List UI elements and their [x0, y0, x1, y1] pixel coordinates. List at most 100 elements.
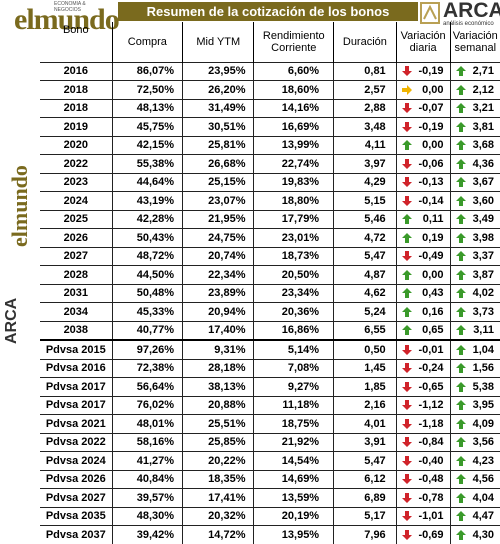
variacion-semanal-cell: 4,56: [449, 469, 500, 489]
compra-cell: 50,43%: [111, 228, 183, 247]
down-arrow-icon: [401, 381, 412, 392]
bono-cell: Pdvsa 2016: [40, 358, 113, 378]
variacion-diaria-cell: -0,65: [395, 377, 451, 396]
up-arrow-icon: [455, 455, 466, 466]
variacion-diaria-cell: -1,01: [395, 506, 451, 526]
table-header-row: Bono Compra Mid YTM Rendimiento Corrient…: [40, 22, 500, 62]
variacion-diaria-value: -0,06: [418, 157, 444, 170]
compra-cell: 48,13%: [111, 98, 183, 118]
ytm-cell: 20,94%: [182, 302, 254, 321]
ytm-cell: 17,40%: [182, 320, 254, 340]
bono-cell: Pdvsa 2035: [40, 506, 113, 526]
rendimiento-cell: 20,19%: [253, 506, 334, 526]
down-arrow-icon: [401, 363, 412, 374]
variacion-diaria-value: -0,69: [418, 528, 444, 541]
up-arrow-icon: [455, 437, 466, 448]
down-arrow-icon: [401, 121, 412, 132]
bono-cell: Pdvsa 2017: [40, 395, 113, 415]
up-arrow-icon: [401, 214, 412, 225]
variacion-diaria-cell: -0,24: [395, 358, 451, 378]
variacion-diaria-value: -1,12: [418, 399, 444, 412]
variacion-semanal-value: 3,98: [472, 231, 494, 244]
elmundo-logo-text: elmundo: [14, 3, 120, 36]
bono-cell: Pdvsa 2037: [40, 525, 113, 544]
variacion-diaria-value: -0,48: [418, 473, 444, 486]
rendimiento-cell: 6,60%: [253, 61, 334, 81]
bono-cell: 2018: [40, 80, 113, 99]
duracion-cell: 0,81: [333, 61, 397, 81]
compra-cell: 42,15%: [111, 135, 183, 155]
compra-cell: 45,75%: [111, 117, 183, 136]
bono-cell: 2027: [40, 246, 113, 266]
ytm-cell: 21,95%: [182, 209, 254, 229]
variacion-diaria-cell: 0,00: [395, 80, 451, 99]
table-row: Pdvsa 2037 39,42% 14,72% 13,95% 7,96 -0,69 4,3…: [40, 525, 500, 544]
up-arrow-icon: [455, 232, 466, 243]
up-arrow-icon: [401, 306, 412, 317]
up-arrow-icon: [401, 325, 412, 336]
table-row: Pdvsa 2016 72,38% 28,18% 7,08% 1,45 -0,24 1,56: [40, 358, 500, 378]
bono-cell: Pdvsa 2021: [40, 414, 113, 433]
rendimiento-cell: 9,27%: [253, 377, 334, 396]
duracion-cell: 4,11: [333, 135, 397, 155]
variacion-semanal-value: 4,30: [472, 528, 494, 541]
variacion-diaria-cell: 0,16: [395, 302, 451, 321]
col-header-rendimiento: Rendimiento Corriente: [253, 22, 334, 62]
rendimiento-cell: 16,86%: [253, 320, 334, 340]
variacion-diaria-value: -0,13: [418, 176, 444, 189]
table-row: 2025 42,28% 21,95% 17,79% 5,46 0,11 3,49: [40, 209, 500, 229]
up-arrow-icon: [455, 418, 466, 429]
variacion-diaria-value: 0,16: [422, 305, 444, 318]
duracion-cell: 6,12: [333, 469, 397, 489]
bono-cell: 2016: [40, 61, 113, 81]
variacion-semanal-value: 3,56: [472, 436, 494, 449]
up-arrow-icon: [455, 529, 466, 540]
table-row: 2034 45,33% 20,94% 20,36% 5,24 0,16 3,73: [40, 302, 500, 321]
ytm-cell: 30,51%: [182, 117, 254, 136]
col-header-variacion-diaria: Variación diaria: [395, 22, 451, 62]
up-arrow-icon: [455, 195, 466, 206]
down-arrow-icon: [401, 344, 412, 355]
variacion-semanal-cell: 5,38: [449, 377, 500, 396]
ytm-cell: 25,81%: [182, 135, 254, 155]
compra-cell: 39,57%: [111, 488, 183, 507]
bono-cell: 2031: [40, 283, 113, 303]
rendimiento-cell: 17,79%: [253, 209, 334, 229]
variacion-semanal-cell: 2,71: [449, 61, 500, 81]
elmundo-logo: elmundo ECONOMIA & NEGOCIOS: [14, 1, 124, 37]
variacion-semanal-value: 4,09: [472, 417, 494, 430]
variacion-semanal-value: 3,73: [472, 305, 494, 318]
down-arrow-icon: [401, 437, 412, 448]
down-arrow-icon: [401, 511, 412, 522]
variacion-diaria-value: 0,00: [422, 139, 444, 152]
table-row: 2020 42,15% 25,81% 13,99% 4,11 0,00 3,68: [40, 135, 500, 155]
variacion-diaria-cell: -1,18: [395, 414, 451, 433]
variacion-semanal-value: 3,67: [472, 176, 494, 189]
up-arrow-icon: [401, 232, 412, 243]
variacion-diaria-value: -0,65: [418, 380, 444, 393]
up-arrow-icon: [455, 511, 466, 522]
ytm-cell: 26,68%: [182, 154, 254, 173]
table-row: Pdvsa 2021 48,01% 25,51% 18,75% 4,01 -1,18 4,0…: [40, 414, 500, 433]
compra-cell: 50,48%: [111, 283, 183, 303]
rendimiento-cell: 14,69%: [253, 469, 334, 489]
rendimiento-cell: 11,18%: [253, 395, 334, 415]
duracion-cell: 6,55: [333, 320, 397, 340]
ytm-cell: 14,72%: [182, 525, 254, 544]
variacion-diaria-cell: -0,06: [395, 154, 451, 173]
ytm-cell: 23,89%: [182, 283, 254, 303]
duracion-cell: 2,88: [333, 98, 397, 118]
ytm-cell: 22,34%: [182, 265, 254, 284]
bono-cell: 2024: [40, 191, 113, 210]
up-arrow-icon: [455, 325, 466, 336]
variacion-diaria-value: -0,14: [418, 194, 444, 207]
variacion-semanal-cell: 4,02: [449, 283, 500, 303]
variacion-diaria-cell: -1,12: [395, 395, 451, 415]
arca-logo-text: ARCA: [443, 0, 500, 22]
down-arrow-icon: [401, 177, 412, 188]
rendimiento-cell: 18,60%: [253, 80, 334, 99]
variacion-diaria-value: 0,00: [422, 268, 444, 281]
variacion-diaria-value: 0,65: [422, 324, 444, 337]
variacion-diaria-cell: -0,48: [395, 469, 451, 489]
rendimiento-cell: 13,59%: [253, 488, 334, 507]
